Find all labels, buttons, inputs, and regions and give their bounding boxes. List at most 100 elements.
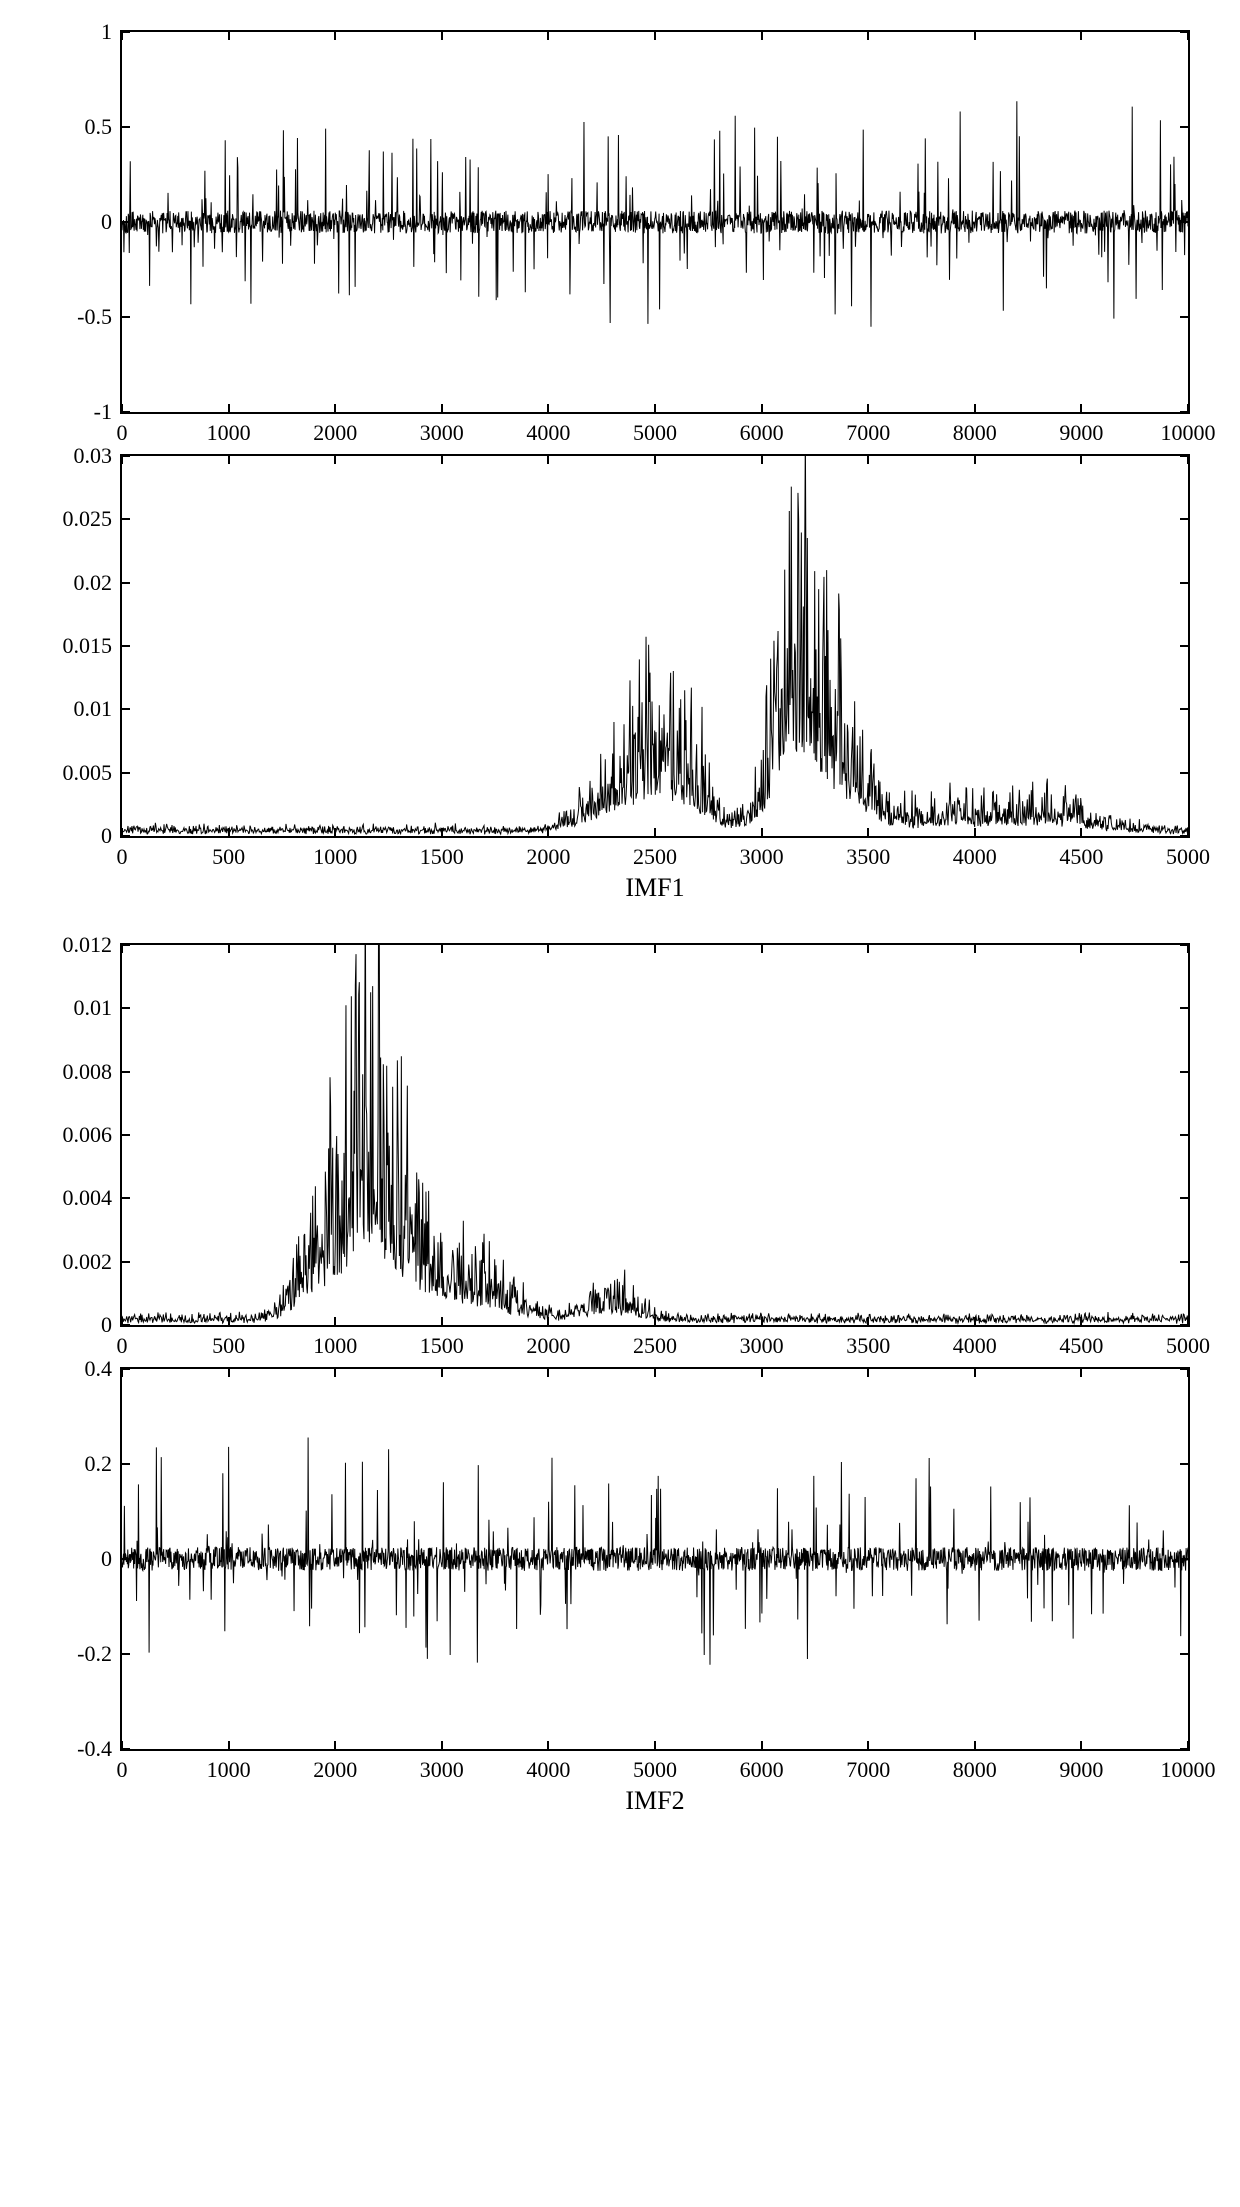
x-tick-label: 8000 xyxy=(953,412,997,446)
tick-mark xyxy=(1180,221,1188,223)
x-tick-label: 1000 xyxy=(313,1325,357,1359)
tick-mark xyxy=(547,404,549,412)
x-tick-label: 2000 xyxy=(526,1325,570,1359)
y-tick-label: 0.006 xyxy=(63,1122,123,1148)
tick-mark xyxy=(121,456,123,464)
tick-mark xyxy=(122,1007,130,1009)
tick-mark xyxy=(121,1317,123,1325)
x-tick-label: 4000 xyxy=(953,836,997,870)
x-tick-label: 10000 xyxy=(1161,412,1216,446)
x-tick-label: 2000 xyxy=(313,1749,357,1783)
tick-mark xyxy=(547,1741,549,1749)
tick-mark xyxy=(122,316,130,318)
tick-mark xyxy=(974,1741,976,1749)
x-tick-label: 2000 xyxy=(526,836,570,870)
tick-mark xyxy=(334,1741,336,1749)
x-tick-label: 500 xyxy=(212,1325,245,1359)
tick-mark xyxy=(974,404,976,412)
tick-mark xyxy=(121,404,123,412)
x-tick-label: 4000 xyxy=(953,1325,997,1359)
tick-mark xyxy=(1080,1317,1082,1325)
tick-mark xyxy=(974,32,976,40)
tick-mark xyxy=(867,945,869,953)
tick-mark xyxy=(122,1261,130,1263)
tick-mark xyxy=(228,1369,230,1377)
y-tick-label: 0.005 xyxy=(63,760,123,786)
tick-mark xyxy=(228,1741,230,1749)
tick-mark xyxy=(122,126,130,128)
x-tick-label: 500 xyxy=(212,836,245,870)
tick-mark xyxy=(122,772,130,774)
tick-mark xyxy=(547,945,549,953)
x-tick-label: 1500 xyxy=(420,836,464,870)
tick-mark xyxy=(761,945,763,953)
x-tick-label: 4000 xyxy=(526,1749,570,1783)
tick-mark xyxy=(122,1197,130,1199)
tick-mark xyxy=(122,582,130,584)
x-tick-label: 4500 xyxy=(1059,1325,1103,1359)
tick-mark xyxy=(122,455,130,457)
tick-mark xyxy=(1180,1463,1188,1465)
tick-mark xyxy=(441,945,443,953)
tick-mark xyxy=(122,1071,130,1073)
tick-mark xyxy=(228,404,230,412)
tick-mark xyxy=(654,1369,656,1377)
tick-mark xyxy=(654,1741,656,1749)
y-tick-label: -0.2 xyxy=(77,1641,122,1667)
tick-mark xyxy=(1187,456,1189,464)
chart-panel: 00.0050.010.0150.020.0250.03050010001500… xyxy=(30,454,1210,903)
x-tick-label: 7000 xyxy=(846,1749,890,1783)
tick-mark xyxy=(228,828,230,836)
figure-container: -1-0.500.5101000200030004000500060007000… xyxy=(30,30,1210,1816)
plot-area: 00.0020.0040.0060.0080.010.0120500100015… xyxy=(120,943,1190,1327)
tick-mark xyxy=(1180,645,1188,647)
tick-mark xyxy=(654,828,656,836)
tick-mark xyxy=(122,518,130,520)
tick-mark xyxy=(547,1369,549,1377)
tick-mark xyxy=(654,404,656,412)
tick-mark xyxy=(441,1369,443,1377)
tick-mark xyxy=(1187,1369,1189,1377)
tick-mark xyxy=(334,456,336,464)
y-tick-label: 0.008 xyxy=(63,1059,123,1085)
tick-mark xyxy=(1080,1741,1082,1749)
tick-mark xyxy=(867,1369,869,1377)
x-tick-label: 4500 xyxy=(1059,836,1103,870)
x-tick-label: 2500 xyxy=(633,836,677,870)
tick-mark xyxy=(547,1317,549,1325)
tick-mark xyxy=(441,32,443,40)
tick-mark xyxy=(122,1368,130,1370)
x-tick-label: 2500 xyxy=(633,1325,677,1359)
x-tick-label: 5000 xyxy=(633,1749,677,1783)
tick-mark xyxy=(867,828,869,836)
tick-mark xyxy=(547,828,549,836)
tick-mark xyxy=(122,31,130,33)
tick-mark xyxy=(122,708,130,710)
tick-mark xyxy=(122,1558,130,1560)
y-tick-label: -0.4 xyxy=(77,1736,122,1762)
plot-area: -0.4-0.200.20.40100020003000400050006000… xyxy=(120,1367,1190,1751)
tick-mark xyxy=(121,828,123,836)
tick-mark xyxy=(441,1317,443,1325)
tick-mark xyxy=(121,945,123,953)
tick-mark xyxy=(228,945,230,953)
tick-mark xyxy=(122,1653,130,1655)
tick-mark xyxy=(1180,772,1188,774)
x-tick-label: 5000 xyxy=(1166,1325,1210,1359)
x-tick-label: 3000 xyxy=(740,1325,784,1359)
chart-panel: -1-0.500.5101000200030004000500060007000… xyxy=(30,30,1210,414)
tick-mark xyxy=(441,828,443,836)
x-tick-label: 0 xyxy=(117,1325,128,1359)
x-tick-label: 6000 xyxy=(740,1749,784,1783)
tick-mark xyxy=(1187,1317,1189,1325)
tick-mark xyxy=(1180,1261,1188,1263)
x-tick-label: 1000 xyxy=(313,836,357,870)
x-tick-label: 3500 xyxy=(846,1325,890,1359)
signal-plot xyxy=(122,945,1188,1325)
y-tick-label: 0 xyxy=(101,209,122,235)
tick-mark xyxy=(228,32,230,40)
tick-mark xyxy=(1080,828,1082,836)
tick-mark xyxy=(121,1369,123,1377)
tick-mark xyxy=(1180,1134,1188,1136)
tick-mark xyxy=(867,1317,869,1325)
